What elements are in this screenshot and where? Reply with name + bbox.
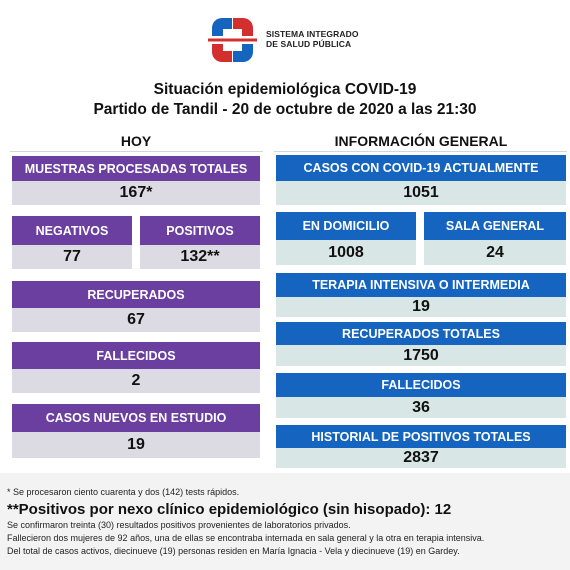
- page-title: Situación epidemiológica COVID-19: [153, 81, 417, 98]
- sala-general-label: SALA GENERAL: [424, 212, 566, 240]
- casos-actuales-label: CASOS CON COVID-19 ACTUALMENTE: [276, 155, 566, 181]
- hoy-divider: [10, 151, 263, 152]
- domicilio-label: EN DOMICILIO: [276, 212, 416, 240]
- org-name-line1: SISTEMA INTEGRADO: [266, 29, 359, 39]
- recuperados-totales-label: RECUPERADOS TOTALES: [276, 322, 566, 345]
- casos-nuevos-value: 19: [12, 432, 260, 458]
- terapia-value: 19: [276, 297, 566, 317]
- footer-note-nexo: **Positivos por nexo clínico epidemiológ…: [7, 501, 452, 518]
- muestras-value: 167*: [12, 181, 260, 205]
- sala-general-value: 24: [424, 240, 566, 265]
- fallecidos-totales-label: FALLECIDOS: [276, 373, 566, 397]
- hoy-heading: HOY: [120, 133, 152, 149]
- org-name-line2: DE SALUD PÚBLICA: [266, 39, 352, 49]
- general-divider: [274, 151, 567, 152]
- historial-value: 2837: [276, 448, 566, 468]
- negativos-label: NEGATIVOS: [12, 216, 132, 245]
- fallecidos-totales-value: 36: [276, 397, 566, 418]
- recuperados-label: RECUPERADOS: [12, 281, 260, 308]
- fallecidos-hoy-label: FALLECIDOS: [12, 342, 260, 369]
- footer-notes: [0, 473, 570, 570]
- terapia-label: TERAPIA INTENSIVA O INTERMEDIA: [276, 273, 566, 297]
- muestras-label: MUESTRAS PROCESADAS TOTALES: [12, 156, 260, 181]
- org-name: SISTEMA INTEGRADO DE SALUD PÚBLICA: [266, 29, 359, 49]
- positivos-value: 132**: [140, 245, 260, 269]
- general-heading: INFORMACIÓN GENERAL: [334, 133, 508, 149]
- recuperados-totales-value: 1750: [276, 345, 566, 366]
- sisp-logo: [205, 14, 260, 66]
- page-subtitle: Partido de Tandil - 20 de octubre de 202…: [93, 101, 477, 118]
- historial-label: HISTORIAL DE POSITIVOS TOTALES: [276, 425, 566, 448]
- positivos-label: POSITIVOS: [140, 216, 260, 245]
- casos-actuales-value: 1051: [276, 181, 566, 205]
- footer-note-rapid-tests: * Se procesaron ciento cuarenta y dos (1…: [7, 487, 240, 497]
- footer-note-private-labs: Se confirmaron treinta (30) resultados p…: [7, 520, 351, 530]
- footer-note-deaths: Fallecieron dos mujeres de 92 años, una …: [7, 533, 485, 543]
- footer-note-residence: Del total de casos activos, diecinueve (…: [7, 546, 460, 556]
- domicilio-value: 1008: [276, 240, 416, 265]
- fallecidos-hoy-value: 2: [12, 369, 260, 393]
- casos-nuevos-label: CASOS NUEVOS EN ESTUDIO: [12, 404, 260, 432]
- recuperados-value: 67: [12, 308, 260, 332]
- negativos-value: 77: [12, 245, 132, 269]
